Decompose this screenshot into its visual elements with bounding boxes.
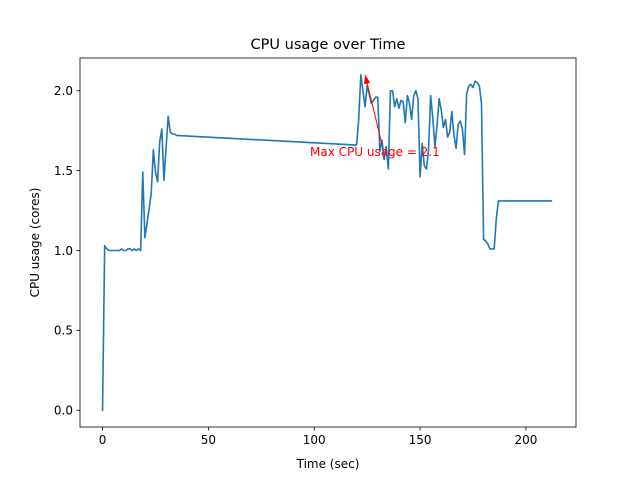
y-tick-label: 0.5 <box>54 324 73 338</box>
max-annotation-arrowhead <box>364 74 371 85</box>
plot-frame <box>79 57 577 428</box>
y-axis-label: CPU usage (cores) <box>28 188 42 298</box>
x-tick-label: 150 <box>409 433 432 447</box>
y-tick-label: 1.5 <box>54 164 73 178</box>
y-tick-label: 2.0 <box>54 84 73 98</box>
annotation-layer: Max CPU usage = 2.1 <box>310 74 440 159</box>
y-tick-label: 1.0 <box>54 244 73 258</box>
x-axis-label: Time (sec) <box>296 457 360 471</box>
chart-title: CPU usage over Time <box>251 37 406 53</box>
y-tick-label: 0.0 <box>54 404 73 418</box>
x-tick-label: 50 <box>201 433 216 447</box>
max-annotation-arrow <box>364 74 383 145</box>
cpu-usage-line <box>101 73 553 412</box>
series-layer <box>101 73 553 412</box>
x-tick-label: 100 <box>303 433 326 447</box>
plot-area <box>80 58 576 427</box>
x-tick-label: 200 <box>514 433 537 447</box>
x-tick-label: 0 <box>99 433 107 447</box>
x-axis-ticks: 0 50 100 150 200 <box>99 427 537 447</box>
y-axis-ticks: 0.0 0.5 1.0 1.5 2.0 <box>54 84 80 418</box>
max-annotation-text: Max CPU usage = 2.1 <box>310 145 440 159</box>
